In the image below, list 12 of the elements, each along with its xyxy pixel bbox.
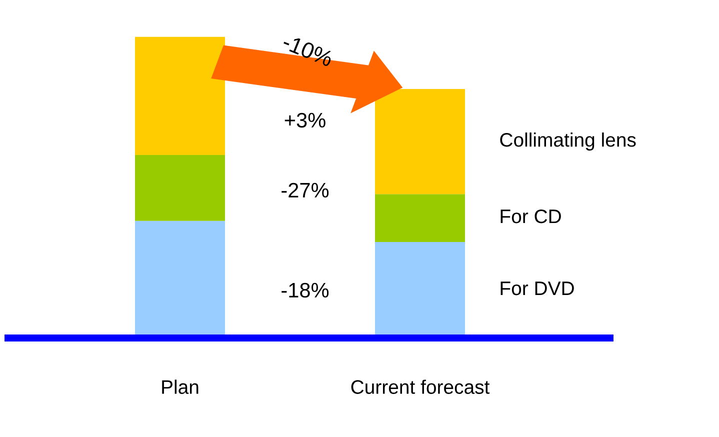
- x-tick-label: Plan: [162, 380, 198, 394]
- annotation: -18%: [282, 282, 329, 298]
- bar: [375, 89, 465, 194]
- annotation: +3%: [284, 112, 326, 128]
- series-label: For CD: [500, 209, 561, 224]
- series-label: For DVD: [500, 282, 574, 296]
- bar: [135, 154, 225, 221]
- annotation: -10%: [282, 34, 334, 67]
- annotation: -27%: [282, 182, 329, 198]
- bar: [375, 194, 465, 242]
- x-tick-label: Current forecast: [351, 380, 490, 394]
- series-label: Collimating lens: [500, 132, 636, 151]
